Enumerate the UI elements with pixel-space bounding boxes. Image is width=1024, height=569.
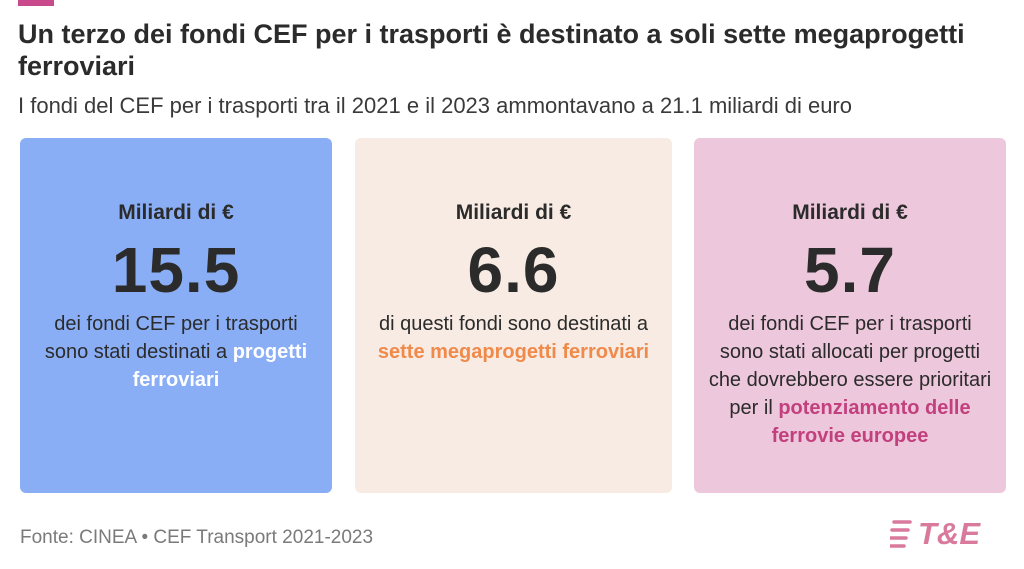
page-title: Un terzo dei fondi CEF per i trasporti è… [18,19,965,81]
stat-card-rail-projects: Miliardi di € 15.5 dei fondi CEF per i t… [20,138,332,493]
stat-description: dei fondi CEF per i trasporti sono stati… [34,310,318,394]
stat-value: 15.5 [111,234,241,306]
logo-speed-lines-icon [890,520,912,548]
stat-highlight: potenziamento delle ferrovie europee [771,397,971,447]
stat-value: 5.7 [804,234,896,306]
stat-card-priority-projects: Miliardi di € 5.7 dei fondi CEF per i tr… [694,138,1006,493]
stat-description-text: di questi fondi sono destinati a [378,313,649,335]
stat-unit: Miliardi di € [792,201,908,224]
stat-description-text: dei fondi CEF per i trasporti sono stati… [708,313,992,419]
stat-value: 6.6 [467,234,560,306]
stat-description: dei fondi CEF per i trasporti sono stati… [708,310,992,450]
stat-unit: Miliardi di € [455,201,572,224]
page-subtitle: I fondi del CEF per i trasporti tra il 2… [18,93,852,118]
stat-description: di questi fondi sono destinati a sette m… [369,310,658,366]
stat-description-text: dei fondi CEF per i trasporti sono stati… [44,313,298,363]
source-note: Fonte: CINEA • CEF Transport 2021-2023 [20,527,374,548]
stat-unit: Miliardi di € [118,201,234,224]
stat-card-megaprojects: Miliardi di € 6.6 di questi fondi sono d… [355,138,672,493]
stat-highlight: sette megaprogetti ferroviari [377,341,650,363]
top-accent-bar [18,0,54,6]
te-logo: T&E [890,514,1008,554]
stat-highlight: progetti ferroviari [132,341,308,391]
logo-text: T&E [918,516,980,551]
